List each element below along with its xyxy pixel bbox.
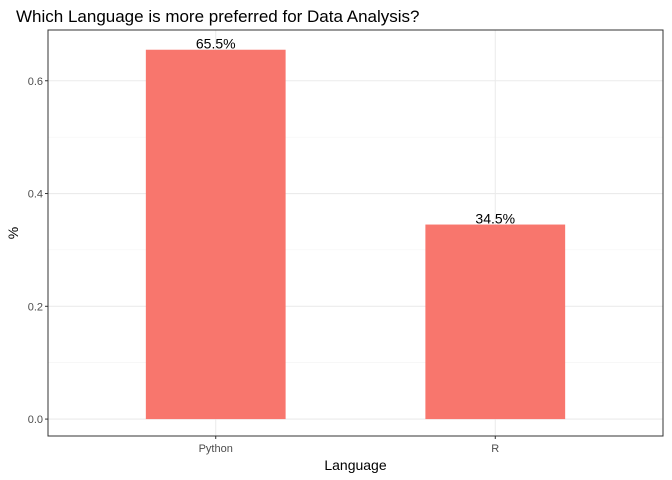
x-axis-ticks: Python R (199, 436, 499, 455)
y-tick-label: 0.2 (28, 301, 43, 313)
bars-group (145, 49, 566, 420)
data-labels-group: 65.5% 34.5% (196, 36, 515, 227)
y-tick-label: 0.4 (28, 189, 43, 201)
data-label-r: 34.5% (475, 211, 515, 227)
minor-gridlines (48, 136, 663, 363)
y-axis-ticks: 0.0 0.2 0.4 0.6 (28, 76, 48, 426)
x-tick-label-python: Python (199, 443, 233, 455)
bar-r (425, 224, 566, 420)
x-axis-title: Language (324, 457, 387, 473)
y-axis-title: % (5, 227, 21, 239)
x-tick-label-r: R (491, 443, 499, 455)
bar-python (145, 49, 286, 420)
panel-border (47, 29, 664, 437)
chart-title: Which Language is more preferred for Dat… (16, 7, 419, 26)
major-gridlines (48, 30, 663, 436)
y-tick-label: 0.0 (28, 414, 43, 426)
y-tick-label: 0.6 (28, 76, 43, 88)
data-label-python: 65.5% (196, 36, 236, 52)
